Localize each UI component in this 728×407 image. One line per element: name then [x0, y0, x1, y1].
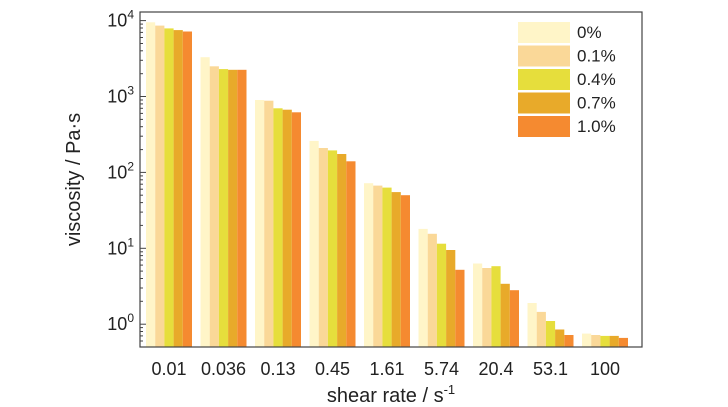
y-tick-base: 10: [107, 162, 127, 182]
bar-4-series-4: [400, 195, 410, 347]
x-tick-label-7: 53.1: [533, 359, 568, 379]
bar-0-series-0: [146, 22, 156, 348]
bar-6-series-3: [500, 283, 510, 347]
x-tick-label-1: 0.036: [201, 359, 246, 379]
legend: 0% 0.1% 0.4% 0.7% 1.0%: [518, 22, 616, 137]
y-tick-base: 10: [107, 11, 127, 31]
x-tick-label-6: 20.4: [478, 359, 513, 379]
legend-swatch-0: [518, 22, 570, 43]
bar-3-series-0: [309, 140, 319, 347]
y-tick-label-3: 103: [107, 84, 134, 107]
legend-label-4: 1.0%: [577, 117, 616, 136]
bar-1-series-1: [209, 66, 219, 348]
bar-2-series-3: [282, 109, 292, 347]
bar-0-series-4: [182, 31, 192, 347]
bar-5-series-0: [418, 228, 428, 347]
bar-7-series-4: [564, 335, 574, 347]
bar-6-series-1: [482, 268, 492, 347]
bar-7-series-2: [545, 321, 556, 347]
y-tick-base: 10: [107, 238, 127, 258]
bar-5-series-1: [427, 233, 437, 347]
bar-1-series-4: [237, 69, 247, 348]
y-tick-base: 10: [107, 314, 127, 334]
bar-2-series-4: [291, 112, 301, 347]
bar-5-series-3: [446, 250, 456, 347]
x-tick-label-8: 100: [590, 359, 620, 379]
bar-5-series-2: [436, 243, 447, 347]
bar-7-series-3: [555, 329, 565, 347]
bar-8-series-1: [591, 335, 601, 347]
bar-7-series-0: [527, 303, 537, 347]
legend-swatch-2: [518, 69, 570, 90]
bar-8-series-2: [600, 335, 610, 347]
x-axis-label: shear rate / s-1: [327, 382, 455, 407]
bar-8-series-4: [618, 337, 628, 347]
y-tick-label-0: 100: [107, 311, 134, 334]
legend-swatch-4: [518, 116, 570, 137]
x-tick-label-2: 0.13: [260, 359, 295, 379]
legend-swatch-3: [518, 92, 570, 114]
y-tick-exponent: 1: [127, 235, 134, 249]
legend-swatch-1: [518, 45, 570, 67]
bar-4-series-3: [391, 192, 401, 347]
bar-6-series-2: [491, 266, 501, 347]
bar-1-series-2: [218, 69, 229, 347]
bar-3-series-3: [337, 154, 347, 347]
x-tick-label-3: 0.45: [315, 359, 350, 379]
bar-6-series-4: [509, 290, 519, 347]
bar-0-series-1: [155, 25, 165, 347]
y-tick-label-2: 102: [107, 159, 134, 182]
legend-label-1: 0.1%: [577, 47, 616, 66]
bar-2-series-0: [255, 100, 265, 347]
bar-1-series-0: [200, 57, 210, 347]
bar-3-series-4: [346, 161, 356, 347]
bar-2-series-1: [264, 100, 274, 347]
bar-2-series-2: [273, 108, 283, 347]
x-axis-label-sup: -1: [444, 382, 456, 397]
bar-8-series-3: [609, 335, 619, 347]
bar-6-series-0: [473, 263, 483, 347]
bar-7-series-1: [536, 311, 546, 347]
y-tick-exponent: 3: [127, 84, 134, 98]
bar-4-series-0: [364, 183, 374, 347]
bar-4-series-1: [373, 185, 383, 347]
legend-label-3: 0.7%: [577, 94, 616, 113]
y-tick-label-4: 104: [107, 8, 134, 31]
y-tick-exponent: 2: [127, 159, 134, 173]
bar-3-series-2: [327, 150, 338, 347]
bar-0-series-3: [173, 30, 183, 347]
y-tick-exponent: 0: [127, 311, 134, 325]
x-tick-label-4: 1.61: [369, 359, 404, 379]
x-tick-label-5: 5.74: [424, 359, 459, 379]
bar-0-series-2: [164, 28, 174, 348]
bar-8-series-0: [582, 333, 592, 347]
bar-3-series-1: [318, 148, 328, 347]
bar-5-series-4: [455, 269, 465, 347]
y-tick-base: 10: [107, 87, 127, 107]
x-axis-ticks: 0.01 0.036 0.13 0.45 1.61 5.74 20.4 53.1 100: [151, 359, 620, 379]
bar-4-series-2: [382, 187, 392, 347]
bars-layer: [146, 22, 628, 348]
y-axis-label: viscosity / Pa·s: [63, 113, 85, 246]
legend-label-0: 0%: [577, 23, 602, 42]
y-tick-exponent: 4: [127, 8, 134, 22]
x-tick-label-0: 0.01: [151, 359, 186, 379]
legend-label-2: 0.4%: [577, 70, 616, 89]
x-axis-label-main: shear rate / s: [327, 385, 444, 407]
y-tick-label-1: 101: [107, 235, 134, 258]
bar-1-series-3: [228, 69, 238, 348]
